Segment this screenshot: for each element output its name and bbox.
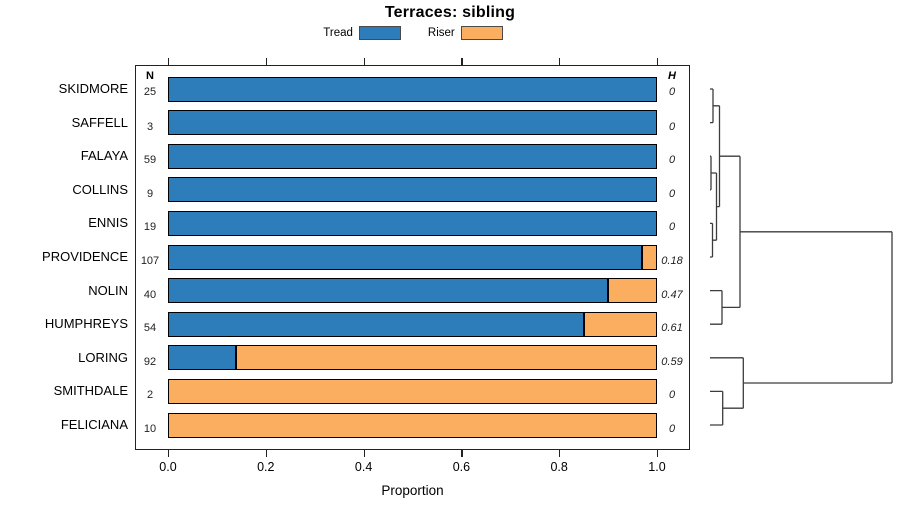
bar-row [168, 378, 657, 404]
bar-row [168, 278, 657, 304]
row-label: FELICIANA [60, 417, 128, 432]
bar-segment-tread [168, 345, 237, 371]
n-value: 107 [140, 255, 160, 267]
row-label: PROVIDENCE [42, 249, 128, 264]
row-label: NOLIN [88, 282, 128, 298]
legend-swatch-riser-icon [460, 26, 503, 40]
row-label: LORING [78, 349, 128, 365]
bar-row [168, 345, 657, 371]
legend-label-tread: Tread [323, 27, 353, 39]
bar-segment-riser [168, 412, 657, 438]
x-axis-top-tick [265, 58, 268, 65]
bar-segment-riser [168, 378, 657, 404]
h-value: 0 [668, 389, 676, 402]
bar-segment-tread [168, 278, 609, 304]
n-value: 92 [143, 355, 157, 368]
bar-row [168, 412, 657, 438]
row-label: ENNIS [88, 215, 128, 231]
bar-row [168, 244, 657, 270]
n-value: 2 [146, 389, 154, 402]
h-value: 0.47 [661, 288, 683, 301]
x-axis-tick-label: 0.8 [550, 460, 568, 474]
legend-swatch-tread-icon [358, 26, 401, 40]
n-value: 10 [143, 423, 157, 435]
x-axis-top-tick [559, 58, 561, 65]
bar-segment-riser [642, 244, 657, 270]
bar-row [168, 76, 657, 102]
h-value: 0 [668, 86, 676, 98]
bar-segment-riser [608, 278, 657, 304]
h-value: 0.59 [661, 355, 683, 368]
h-value: 0.61 [661, 322, 683, 335]
x-axis-tick [363, 450, 365, 457]
bar-row [168, 110, 657, 136]
x-axis-tick [265, 450, 268, 457]
n-value: 25 [143, 86, 157, 98]
n-value: 3 [146, 120, 154, 133]
n-value: 40 [143, 288, 157, 301]
x-axis-title: Proportion [381, 483, 444, 498]
bar-segment-riser [236, 345, 657, 371]
n-value: 54 [143, 322, 157, 335]
h-column-header: H [668, 70, 676, 82]
row-label: HUMPHREYS [44, 316, 128, 332]
row-label: SAFFELL [71, 114, 128, 130]
legend-label-riser: Riser [427, 27, 455, 39]
bar-row [168, 177, 657, 203]
n-value: 9 [146, 187, 154, 200]
x-axis-tick-label: 0.2 [257, 460, 275, 474]
bar-row [168, 210, 657, 236]
x-axis-top-tick [657, 58, 659, 65]
row-label: SMITHDALE [53, 383, 128, 399]
x-axis-tick [559, 450, 561, 457]
h-value: 0 [668, 187, 676, 200]
x-axis-tick [168, 450, 170, 457]
bar-segment-tread [168, 244, 643, 270]
chart-title: Terraces: sibling [384, 4, 516, 21]
bar-segment-tread [168, 311, 584, 337]
h-value: 0 [668, 154, 676, 167]
bar-segment-tread [168, 177, 657, 203]
bar-segment-tread [168, 143, 657, 169]
bar-segment-tread [168, 210, 657, 236]
bar-segment-riser [583, 311, 657, 337]
x-axis-tick-label: 0.4 [354, 460, 373, 474]
h-value: 0 [668, 423, 676, 435]
x-axis-tick-label: 0.0 [159, 460, 177, 474]
row-label: FALAYA [80, 148, 128, 164]
h-value: 0 [668, 120, 676, 133]
n-column-header: N [146, 70, 154, 82]
h-value: 0.18 [661, 255, 683, 267]
n-value: 19 [143, 221, 157, 234]
legend-item-riser: Riser [428, 26, 503, 40]
n-value: 59 [143, 154, 157, 167]
legend-item-tread: Tread [323, 26, 401, 40]
x-axis-tick [461, 450, 463, 457]
x-axis-top-tick [461, 58, 463, 65]
legend: Tread Riser [0, 26, 826, 40]
x-axis-top-tick [168, 58, 170, 65]
x-axis-tick-label: 0.6 [452, 460, 471, 474]
row-label: SKIDMORE [58, 81, 128, 96]
bar-segment-tread [168, 110, 657, 136]
row-label: COLLINS [72, 181, 128, 197]
h-value: 0 [668, 221, 676, 234]
bar-segment-tread [168, 76, 657, 102]
bar-row [168, 143, 657, 169]
x-axis-tick [657, 450, 659, 457]
bar-row [168, 311, 657, 337]
x-axis-top-tick [363, 58, 365, 65]
x-axis-tick-label: 1.0 [648, 460, 666, 474]
